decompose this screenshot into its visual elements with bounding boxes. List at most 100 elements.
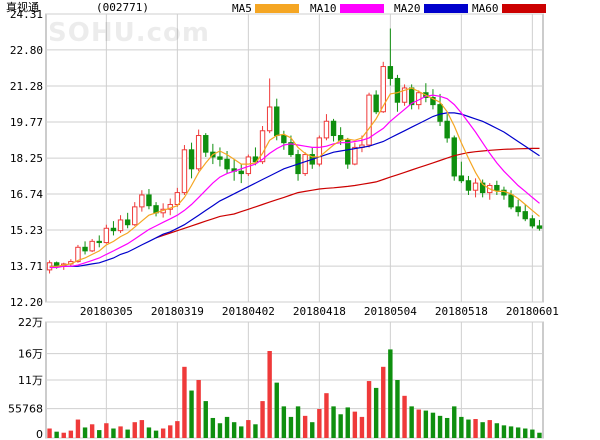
volume-bar-down [189,390,194,438]
volume-bar-down [239,426,244,438]
volume-bar-up [324,393,329,438]
candle-body-up [323,120,330,139]
candle-body-up [472,182,479,191]
candle-body-up [380,66,386,113]
volume-bar-down [231,422,237,438]
volume-bar-down [480,422,485,438]
candle-body-down [110,227,117,232]
volume-bar-up [75,419,81,438]
legend-ma60-swatch [501,3,546,13]
volume-bar-down [501,425,507,438]
candle-body-down [146,194,152,207]
candle-body-down [394,77,401,103]
legend-ma60-label: MA60 [472,1,499,15]
legend-ma10-swatch [339,3,384,13]
candle-body-down [451,137,457,177]
candle-body-up [181,149,188,194]
volume-bar-up [168,425,173,438]
volume-bar-down [537,432,542,438]
legend-ma20-label: MA20 [394,1,421,15]
volume-bar-up [352,411,358,438]
volume-bar-up [68,430,74,438]
price-tick-label: 19.77 [10,116,43,129]
volume-bar-down [82,427,88,438]
candle-body-up [316,137,323,165]
candle-body-up [103,227,110,244]
volume-tick-label: 16万 [18,348,43,361]
ma5-line [49,87,540,267]
candle-body-down [437,104,443,122]
candle-body-down [522,211,528,220]
price-tick-label: 22.80 [10,44,43,57]
candle-body-down [345,139,351,165]
date-tick-label: 20180418 [293,305,346,318]
volume-bar-down [125,429,130,438]
candle-body-down [288,142,294,156]
date-tick-label: 20180601 [506,305,559,318]
volume-bar-down [423,410,429,438]
legend-ma20: MA20 [394,1,468,15]
volume-bar-up [246,420,251,438]
volume-bar-down [345,407,350,438]
volume-bar-up [196,380,201,438]
volume-bar-down [310,422,315,438]
volume-bar-up [47,428,52,438]
date-tick-label: 20180319 [151,305,204,318]
volume-bar-down [217,423,223,438]
volume-bar-down [97,430,102,438]
volume-bar-down [444,417,450,438]
ma20-line [49,112,540,267]
price-tick-label: 18.25 [10,152,43,165]
volume-bar-down [459,416,464,438]
candle-body-up [139,194,145,208]
date-tick-label: 20180305 [80,305,133,318]
volume-bar-down [111,428,116,438]
volume-bar-up [160,428,166,438]
volume-bar-down [437,415,443,438]
volume-bar-down [523,428,528,438]
volume-bar-down [452,406,457,438]
ma60-line [155,147,540,239]
volume-bar-down [388,349,393,438]
price-tick-label: 21.28 [10,80,43,93]
volume-bar-down [395,380,400,438]
volume-bar-down [338,414,343,438]
candle-body-down [465,180,472,191]
volume-bar-down [210,417,216,438]
candle-body-up [266,106,273,132]
candle-body-down [281,135,287,144]
volume-bar-up [104,423,109,438]
date-tick-label: 20180504 [364,305,417,318]
volume-bar-down [288,416,294,438]
candle-body-up [352,146,358,165]
date-tick-label: 20180518 [435,305,488,318]
volume-tick-label: 0 [36,428,43,440]
price-tick-label: 16.74 [10,188,43,201]
volume-bar-up [381,366,386,438]
candle-body-down [373,94,379,113]
volume-bar-up [267,351,272,438]
candle-body-up [75,246,81,263]
legend-ma10-label: MA10 [310,1,337,15]
candle-body-down [96,240,102,244]
candle-body-down [188,149,195,170]
candle-body-down [217,156,223,160]
volume-bar-down [530,429,535,438]
volume-tick-label: 55768 [8,403,43,416]
sohu-watermark: SOHU.com [48,18,210,48]
volume-bar-down [54,431,59,438]
volume-bar-down [146,427,152,438]
legend-ma10: MA10 [310,1,384,15]
volume-bar-down [295,406,301,438]
candle-body-up [401,87,408,103]
volume-bar-up [359,416,365,438]
candle-body-up [89,240,95,252]
volume-bar-up [118,426,123,438]
volume-bar-down [508,426,514,438]
volume-bar-down [515,427,521,438]
volume-bar-down [430,412,436,438]
date-tick-label: 20180402 [222,305,275,318]
volume-bar-up [61,432,66,438]
candle-body-up [259,130,266,163]
